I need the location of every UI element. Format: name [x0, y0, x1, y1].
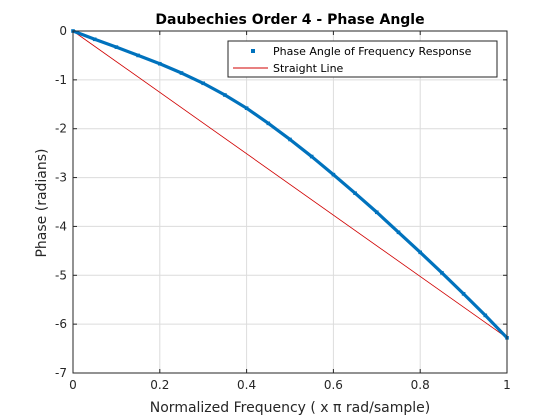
y-tick-label: 0 — [59, 24, 67, 38]
x-tick-label: 0 — [69, 378, 77, 392]
phase-angle-point — [114, 45, 119, 49]
phase-angle-point — [440, 271, 444, 275]
y-tick-label: -6 — [55, 317, 67, 331]
phase-angle-point — [483, 313, 488, 318]
phase-angle-point — [179, 71, 184, 75]
y-axis-label: Phase (radians) — [34, 148, 50, 257]
x-tick-label: 0.6 — [324, 378, 343, 392]
phase-angle-point — [288, 137, 292, 142]
legend-box — [227, 40, 498, 78]
chart-title: Daubechies Order 4 - Phase Angle — [155, 12, 424, 28]
x-tick-label: 0.8 — [411, 378, 430, 392]
x-tick-label: 0.4 — [237, 378, 256, 392]
straight-line-series — [72, 30, 508, 339]
phase-angle-point — [266, 121, 271, 126]
y-tick-label: -3 — [55, 171, 67, 185]
x-tick-label: 0.2 — [150, 378, 169, 392]
tick-marks — [72, 30, 508, 374]
phase-angle-series — [71, 29, 509, 340]
x-tick-label: 1 — [503, 378, 511, 392]
y-tick-label: -4 — [55, 219, 67, 233]
phase-angle-point — [158, 61, 162, 66]
phase-angle-point — [353, 191, 357, 196]
series-layer — [71, 29, 509, 340]
y-tick-label: -2 — [55, 122, 67, 136]
y-tick-label: -5 — [55, 268, 67, 282]
phase-angle-point — [461, 292, 466, 296]
legend-label-phase-angle: Phase Angle of Frequency Response — [273, 45, 472, 58]
legend-label-straight-line: Straight Line — [273, 62, 344, 75]
y-tick-label: -7 — [55, 366, 67, 380]
x-tick-labels: 0 0.2 0.4 0.6 0.8 1 — [69, 378, 511, 392]
phase-angle-point — [223, 93, 227, 97]
phase-angle-point — [92, 37, 97, 42]
y-tick-labels: 0 -1 -2 -3 -4 -5 -6 -7 — [55, 24, 67, 380]
legend-marker-phase-angle — [251, 49, 255, 53]
x-axis-label: Normalized Frequency ( x π rad/sample) — [150, 400, 430, 416]
axes-box — [72, 30, 508, 374]
phase-angle-point — [418, 250, 422, 255]
phase-angle-point — [309, 154, 314, 159]
phase-angle-point — [244, 106, 249, 110]
phase-angle-point — [375, 210, 379, 215]
y-tick-label: -1 — [55, 73, 67, 87]
phase-angle-point — [201, 81, 205, 86]
phase-angle-point — [396, 230, 401, 235]
phase-angle-point — [331, 172, 336, 177]
phase-angle-point — [136, 53, 140, 58]
legend: Phase Angle of Frequency Response Straig… — [227, 40, 498, 78]
plot-area — [73, 31, 507, 373]
